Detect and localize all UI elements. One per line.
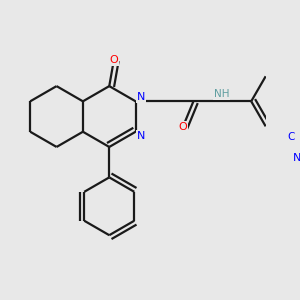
- Text: C: C: [288, 132, 295, 142]
- Text: N: N: [136, 131, 145, 141]
- Text: O: O: [178, 122, 187, 132]
- Text: O: O: [110, 55, 118, 65]
- Text: NH: NH: [214, 89, 229, 99]
- Text: N: N: [136, 92, 145, 102]
- Text: N: N: [292, 153, 300, 163]
